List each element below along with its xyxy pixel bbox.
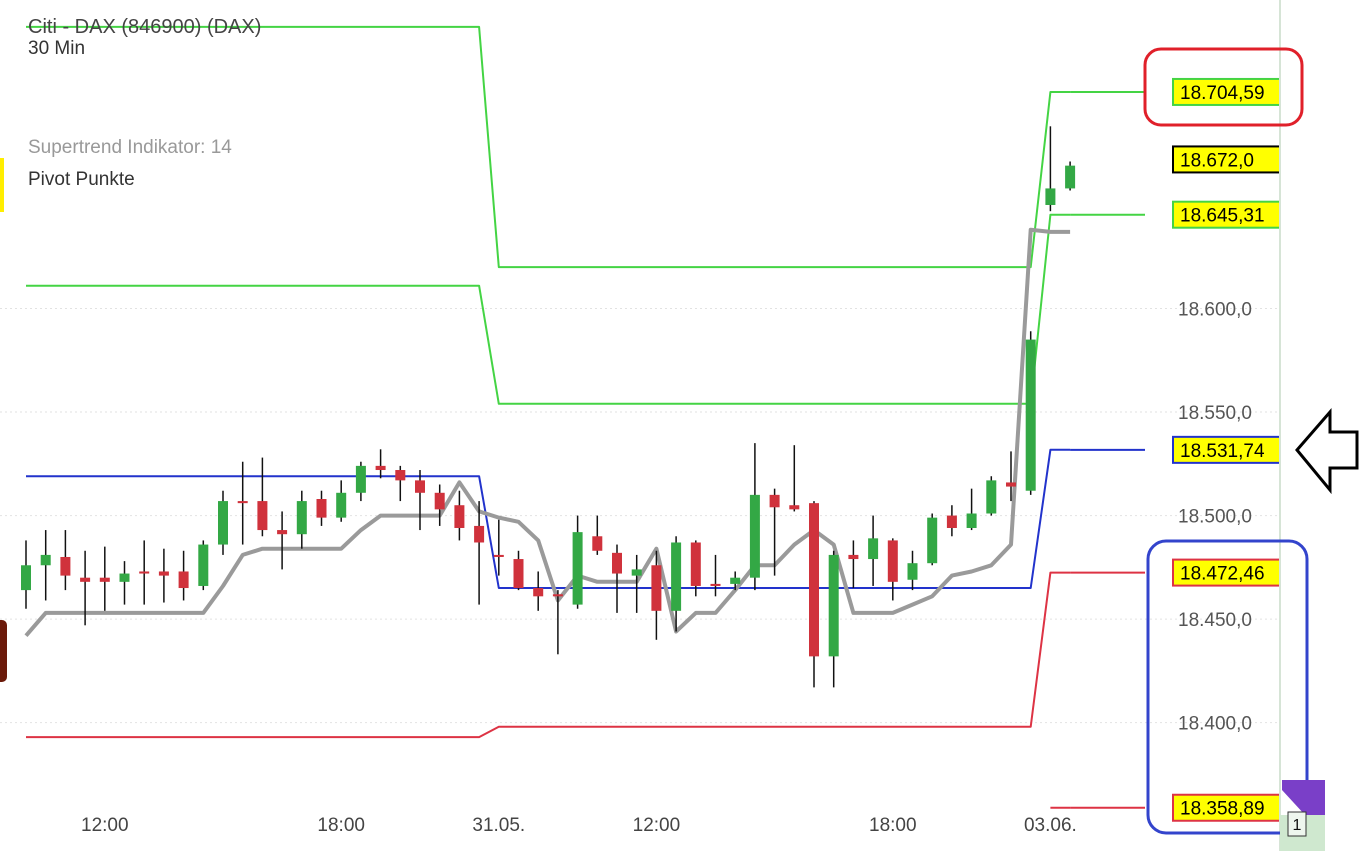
candle-body xyxy=(572,532,583,605)
candle-body xyxy=(198,544,209,586)
candle-body xyxy=(60,556,71,576)
candle-body xyxy=(769,494,780,508)
candle-body xyxy=(434,492,445,510)
price-label: 18.472,46 xyxy=(1180,564,1265,585)
candle-body xyxy=(375,465,386,471)
indicator-marker xyxy=(0,158,4,212)
pivot-line xyxy=(26,213,1071,405)
price-label-box xyxy=(1172,793,1279,822)
x-tick-label: 12:00 xyxy=(81,815,129,836)
candle-body xyxy=(887,540,898,582)
candle-body xyxy=(218,501,228,545)
candle-body xyxy=(80,577,91,582)
highlight-box xyxy=(1146,539,1309,835)
page-indicator-box[interactable] xyxy=(1287,811,1307,837)
price-label: 18.704,59 xyxy=(1180,83,1265,104)
candle-body xyxy=(316,499,327,518)
indicator-label: Supertrend Indikator: 14 xyxy=(28,137,232,158)
price-label: 18.645,31 xyxy=(1180,206,1265,227)
y-tick-label: 18.600,0 xyxy=(1178,300,1252,321)
x-tick-label: 18:00 xyxy=(317,815,365,836)
candle-body xyxy=(99,577,110,582)
candle-body xyxy=(946,515,957,528)
candle-body xyxy=(612,552,622,574)
candle-body xyxy=(454,505,465,528)
price-label: 18.531,74 xyxy=(1180,441,1265,462)
x-tick-label: 31.05. xyxy=(472,815,525,836)
chart-title: Citi - DAX (846900) (DAX) xyxy=(28,16,261,38)
price-label-box xyxy=(1172,558,1279,587)
edge-marker xyxy=(0,620,7,682)
candle-body xyxy=(927,517,938,564)
candle-body xyxy=(631,569,642,576)
candle-body xyxy=(690,542,701,586)
candle-body xyxy=(592,536,603,551)
y-tick-label: 18.450,0 xyxy=(1178,610,1252,631)
y-tick-label: 18.550,0 xyxy=(1178,403,1252,424)
candle-body xyxy=(158,571,169,576)
candle-body xyxy=(474,525,485,543)
candle-body xyxy=(119,573,130,582)
candle-body xyxy=(1006,482,1016,487)
candle-body xyxy=(513,559,524,589)
candle-body xyxy=(848,554,859,560)
candle-body xyxy=(257,501,268,531)
chart-subtitle: 30 Min xyxy=(28,38,85,59)
pivot-line xyxy=(26,571,1071,739)
indicator-label: Pivot Punkte xyxy=(28,169,135,190)
candle-body xyxy=(986,480,997,514)
price-label-box xyxy=(1172,145,1279,174)
pivot-line xyxy=(26,448,1071,589)
candle-body xyxy=(493,554,504,557)
candle-body xyxy=(1025,339,1036,491)
pivot-line xyxy=(26,25,1071,269)
price-label-box xyxy=(1172,435,1279,464)
x-tick-label: 18:00 xyxy=(869,815,917,836)
candle-body xyxy=(296,501,307,535)
price-label: 18.672,0 xyxy=(1180,150,1254,171)
candle-body xyxy=(277,530,288,535)
candle-body xyxy=(237,501,248,504)
candle-body xyxy=(710,583,721,586)
candle-body xyxy=(21,565,31,591)
candle-body xyxy=(1045,188,1056,205)
page-indicator[interactable]: 1 xyxy=(1293,817,1302,834)
corner-icon[interactable] xyxy=(1282,780,1325,815)
price-labels: 18.704,59 18.672,0 18.645,31 18.531,74 18.47… xyxy=(1172,77,1279,822)
y-tick-label: 18.500,0 xyxy=(1178,507,1252,528)
candle-body xyxy=(730,577,741,584)
y-tick-label: 18.400,0 xyxy=(1178,714,1252,735)
price-label-box xyxy=(1172,200,1279,229)
candle-body xyxy=(552,594,563,597)
candle-body xyxy=(415,480,425,493)
highlight-box xyxy=(1143,47,1304,127)
plot-area: 18.400,0 18.450,0 18.500,0 18.550,0 18.600,0… xyxy=(0,25,1280,836)
candle-body xyxy=(395,470,406,481)
x-tick-label: 12:00 xyxy=(633,815,681,836)
candle-body xyxy=(907,563,918,580)
candle-body xyxy=(178,571,189,589)
supertrend-line xyxy=(24,227,1071,638)
candle-body xyxy=(828,554,839,657)
arrow-annotation xyxy=(1295,407,1359,495)
candle-body xyxy=(868,538,879,560)
candle-body xyxy=(533,588,544,597)
candle-body xyxy=(749,494,760,578)
x-tick-label: 03.06. xyxy=(1024,815,1077,836)
price-label: 18.358,89 xyxy=(1180,799,1265,820)
candle-body xyxy=(651,565,662,611)
candle-body xyxy=(355,465,366,493)
candle-body xyxy=(40,554,51,566)
candle-body xyxy=(789,505,800,510)
candle-body xyxy=(671,542,682,611)
candle-body xyxy=(139,571,150,574)
candle-body xyxy=(336,492,347,518)
candle-body xyxy=(809,503,819,657)
candle-body xyxy=(1065,165,1076,189)
candle-body xyxy=(966,513,977,528)
price-label-box xyxy=(1172,77,1279,106)
